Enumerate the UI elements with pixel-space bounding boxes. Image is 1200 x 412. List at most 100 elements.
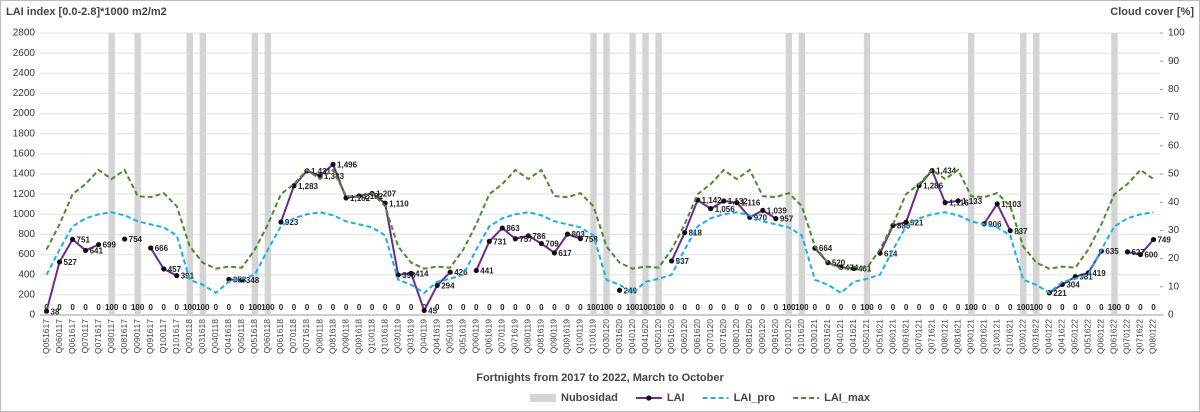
x-tick-label: Q051622 bbox=[1083, 319, 1093, 354]
y-tick-label: 200 bbox=[18, 289, 35, 300]
x-tick-label: Q030121 bbox=[809, 319, 819, 354]
cloud-label: 100 bbox=[639, 303, 653, 312]
data-label: 1,116 bbox=[741, 199, 761, 208]
y2-tick-label: 80 bbox=[1168, 84, 1180, 95]
cloud-label: 0 bbox=[839, 303, 844, 312]
data-label: 754 bbox=[129, 235, 143, 244]
data-point bbox=[903, 219, 909, 225]
data-point bbox=[955, 198, 961, 204]
cloud-label: 0 bbox=[1125, 303, 1130, 312]
cloud-label: 100 bbox=[196, 303, 210, 312]
data-label: 957 bbox=[780, 215, 794, 224]
cloud-bar bbox=[967, 33, 975, 315]
x-tick-label: Q040118 bbox=[210, 319, 220, 354]
x-tick-label: Q070119 bbox=[497, 319, 507, 354]
cloud-label: 100 bbox=[183, 303, 197, 312]
cloud-label: 100 bbox=[782, 303, 796, 312]
cloud-label: 0 bbox=[943, 303, 948, 312]
cloud-label: 0 bbox=[175, 303, 180, 312]
x-tick-label: Q090117 bbox=[132, 319, 142, 354]
data-label: 837 bbox=[1014, 227, 1028, 236]
data-label: 398 bbox=[402, 271, 416, 280]
cloud-label: 0 bbox=[761, 303, 766, 312]
data-point bbox=[395, 272, 401, 278]
cloud-bar bbox=[1033, 33, 1040, 315]
data-label: 1,133 bbox=[962, 197, 983, 206]
data-label: 699 bbox=[103, 241, 117, 250]
x-tick-label: Q060122 bbox=[1096, 319, 1106, 354]
x-tick-label: Q040122 bbox=[1044, 319, 1054, 354]
y-tick-label: 1400 bbox=[13, 169, 36, 180]
y-tick-label: 2800 bbox=[13, 28, 36, 39]
data-label: 1,056 bbox=[715, 205, 736, 214]
data-point bbox=[1150, 236, 1157, 243]
x-tick-label: Q080120 bbox=[731, 319, 741, 354]
x-tick-label: Q060120 bbox=[679, 319, 689, 354]
data-label: 617 bbox=[558, 249, 572, 258]
cloud-label: 0 bbox=[708, 303, 713, 312]
y-tick-label: 0 bbox=[29, 310, 35, 321]
x-tick-label: Q070120 bbox=[705, 319, 715, 354]
cloud-label: 100 bbox=[1030, 303, 1044, 312]
x-tick-label: Q060121 bbox=[887, 319, 897, 354]
cloud-bar bbox=[629, 33, 636, 315]
cloud-label: 100 bbox=[795, 303, 809, 312]
series-line bbox=[45, 168, 1155, 270]
cloud-label: 100 bbox=[860, 303, 874, 312]
cloud-bar bbox=[798, 33, 806, 315]
cloud-label: 0 bbox=[57, 303, 62, 312]
x-tick-label: Q081621 bbox=[952, 319, 962, 354]
cloud-label: 0 bbox=[96, 303, 101, 312]
cloud-bar bbox=[134, 33, 141, 315]
x-tick-label: Q091619 bbox=[562, 319, 572, 354]
data-point bbox=[942, 200, 948, 206]
x-tick-label: Q051620 bbox=[666, 319, 676, 354]
data-label: 348 bbox=[246, 276, 260, 285]
cloud-label: 100 bbox=[261, 303, 275, 312]
cloud-label: 100 bbox=[1017, 303, 1031, 312]
x-tick-label: Q081620 bbox=[744, 319, 754, 354]
data-label: 635 bbox=[1105, 247, 1119, 256]
data-point bbox=[721, 198, 727, 204]
data-label: 426 bbox=[454, 268, 468, 277]
cloud-bar bbox=[108, 33, 115, 315]
x-tick-label: Q091617 bbox=[145, 319, 155, 354]
y2-tick-label: 40 bbox=[1168, 197, 1180, 208]
cloud-label: 0 bbox=[1073, 303, 1078, 312]
cloud-bar bbox=[655, 33, 662, 315]
cloud-label: 0 bbox=[1047, 303, 1052, 312]
data-point bbox=[616, 287, 623, 293]
cloud-label: 100 bbox=[248, 303, 262, 312]
x-tick-label: Q080121 bbox=[939, 319, 949, 354]
data-label: 803 bbox=[571, 230, 585, 239]
data-label: 45 bbox=[428, 307, 437, 316]
cloud-label: 100 bbox=[131, 303, 145, 312]
x-tick-label: Q070122 bbox=[1122, 319, 1132, 354]
cloud-label: 0 bbox=[83, 303, 88, 312]
cloud-label: 100 bbox=[652, 303, 666, 312]
cloud-label: 0 bbox=[904, 303, 909, 312]
x-tick-label: Q100121 bbox=[991, 319, 1001, 354]
y2-tick-label: 0 bbox=[1168, 310, 1174, 321]
x-tick-label: Q090120 bbox=[757, 319, 767, 354]
x-tick-label: Q100120 bbox=[783, 319, 793, 354]
data-label: 921 bbox=[910, 218, 924, 227]
x-tick-label: Q100117 bbox=[158, 319, 168, 354]
cloud-label: 0 bbox=[565, 303, 570, 312]
y-tick-label: 1800 bbox=[13, 128, 36, 139]
cloud-label: 0 bbox=[1008, 303, 1013, 312]
cloud-label: 0 bbox=[1138, 303, 1143, 312]
data-point bbox=[1124, 249, 1131, 255]
x-tick-label: Q031619 bbox=[405, 319, 415, 354]
x-tick-label: Q091620 bbox=[770, 319, 780, 354]
cloud-label: 0 bbox=[930, 303, 935, 312]
y2-tick-label: 70 bbox=[1168, 112, 1180, 123]
cloud-bar bbox=[1111, 33, 1118, 315]
data-label: 970 bbox=[754, 213, 768, 222]
data-point bbox=[291, 183, 297, 189]
x-tick-label: Q061620 bbox=[692, 319, 702, 354]
x-tick-label: Q080119 bbox=[523, 319, 533, 354]
cloud-label: 0 bbox=[148, 303, 153, 312]
data-label: 1,103 bbox=[1001, 200, 1022, 209]
cloud-label: 0 bbox=[982, 303, 987, 312]
